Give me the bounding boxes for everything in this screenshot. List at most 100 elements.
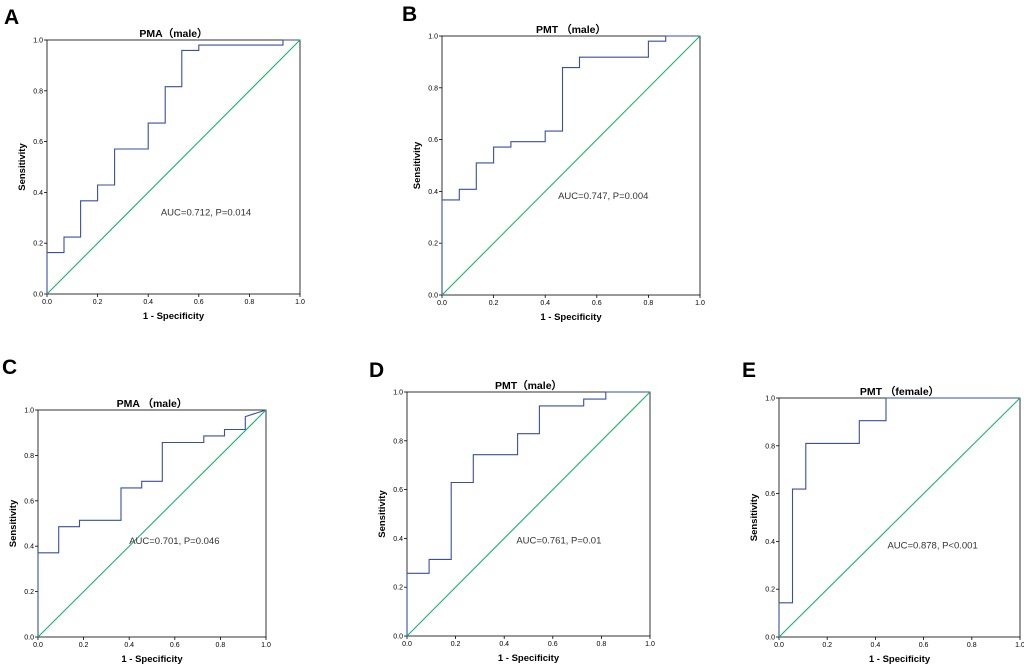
y-tick-label: 0.2 (393, 585, 403, 592)
y-axis-label: Sensitivity (8, 499, 19, 547)
y-tick-label: 0.4 (765, 539, 775, 546)
x-tick-label: 0.4 (143, 299, 153, 306)
chart-title: PMT（male） (495, 379, 562, 392)
panel-letter: C (2, 356, 17, 379)
plot-frame (441, 35, 701, 296)
roc-curve (406, 391, 650, 636)
panel-letter: B (402, 3, 417, 26)
y-axis-label: Sensitivity (377, 490, 388, 538)
auc-annotation: AUC=0.761, P=0.01 (516, 535, 601, 546)
x-tick-label: 0.0 (402, 641, 412, 648)
y-tick-label: 0.8 (33, 88, 43, 95)
y-tick-label: 0.6 (33, 139, 43, 146)
y-tick-label: 0.2 (765, 587, 775, 594)
x-tick-label: 1.0 (1015, 642, 1024, 649)
y-tick-label: 0.2 (33, 241, 43, 248)
x-axis-label: 1 - Specificity (498, 653, 560, 664)
y-tick-label: 0.8 (428, 85, 438, 92)
x-tick-label: 0.2 (93, 299, 103, 306)
y-tick-label: 0.0 (33, 292, 43, 299)
reference-line (778, 397, 1021, 638)
auc-annotation: AUC=0.878, P<0.001 (887, 541, 977, 552)
y-tick-label: 1.0 (765, 396, 775, 403)
x-tick-label: 0.2 (451, 641, 461, 648)
x-tick-label: 0.6 (919, 642, 929, 649)
plot-frame (46, 39, 301, 295)
x-axis-label: 1 - Specificity (121, 654, 183, 665)
y-tick-label: 0.8 (393, 438, 403, 445)
x-axis-label: 1 - Specificity (869, 654, 931, 665)
y-tick-label: 0.0 (765, 635, 775, 642)
x-tick-label: 0.6 (194, 299, 204, 306)
roc-panel-d: D PMT（male） 0.00.0 0.2 0.2 0.4 0.4 0.6 0.6 0.8 0.8… (369, 359, 655, 664)
y-tick-label: 0.0 (393, 634, 403, 641)
y-tick-label: 0.6 (428, 137, 438, 144)
y-tick-label: 0.6 (765, 491, 775, 498)
y-tick-label: 0.4 (393, 536, 403, 543)
x-tick-label: 0.0 (774, 642, 784, 649)
auc-annotation: AUC=0.701, P=0.046 (129, 536, 219, 547)
x-tick-label: 0.8 (967, 642, 977, 649)
y-tick-label: 1.0 (428, 34, 438, 41)
roc-panel-a: A PMA（male） 0.00.0 0.2 0.2 0.4 0.4 0.6 0.6 0.8 0.8… (4, 6, 305, 322)
x-tick-label: 0.4 (871, 642, 881, 649)
roc-curve (441, 35, 700, 295)
x-tick-label: 0.6 (170, 642, 180, 649)
plot-frame (37, 409, 267, 638)
x-tick-label: 0.2 (489, 300, 499, 307)
y-tick-label: 0.2 (24, 589, 34, 596)
chart-title: PMA （male） (117, 397, 188, 410)
reference-line (441, 35, 701, 296)
x-tick-label: 1.0 (645, 641, 655, 648)
plot-frame (406, 391, 651, 637)
y-axis-label: Sensitivity (749, 493, 760, 541)
y-tick-label: 0.8 (765, 443, 775, 450)
x-tick-label: 0.0 (437, 300, 447, 307)
x-tick-label: 0.0 (33, 642, 43, 649)
x-tick-label: 0.4 (540, 300, 550, 307)
roc-panel-e: E PMT （female） 0.00.0 0.2 0.2 0.4 0.4 0.6 0.6 0.8… (742, 359, 1024, 665)
x-tick-label: 1.0 (695, 300, 705, 307)
y-tick-label: 0.0 (24, 635, 34, 642)
y-tick-label: 0.4 (33, 190, 43, 197)
roc-panel-b: B PMT （male） 0.00.0 0.2 0.2 0.4 0.4 0.6 0.6 0.8 0.… (402, 3, 705, 323)
x-tick-label: 0.4 (124, 642, 134, 649)
roc-curve (778, 397, 1020, 637)
panel-letter: D (369, 359, 384, 382)
y-tick-label: 0.4 (24, 544, 34, 551)
auc-annotation: AUC=0.712, P=0.014 (161, 207, 251, 218)
y-tick-label: 0.6 (24, 498, 34, 505)
x-tick-label: 0.4 (499, 641, 509, 648)
roc-panel-c: C PMA （male） 0.00.0 0.2 0.2 0.4 0.4 0.6 0.6 0.8 0.… (2, 356, 271, 665)
x-axis-label: 1 - Specificity (143, 311, 205, 322)
roc-curve (37, 409, 267, 637)
reference-line (46, 39, 301, 295)
y-tick-label: 0.8 (24, 453, 34, 460)
y-axis-label: Sensitivity (17, 143, 28, 191)
x-tick-label: 0.8 (644, 300, 654, 307)
roc-curve (46, 39, 300, 294)
x-tick-label: 0.2 (79, 642, 89, 649)
chart-title: PMT （male） (536, 23, 606, 36)
x-axis-label: 1 - Specificity (540, 312, 602, 323)
chart-title: PMT （female） (860, 385, 939, 398)
chart-title: PMA（male） (139, 27, 207, 40)
x-tick-label: 0.8 (216, 642, 226, 649)
x-tick-label: 0.8 (597, 641, 607, 648)
panel-letter: A (4, 6, 19, 29)
y-tick-label: 1.0 (33, 38, 43, 45)
panel-letter: E (742, 359, 756, 382)
y-tick-label: 0.2 (428, 241, 438, 248)
auc-annotation: AUC=0.747, P=0.004 (558, 191, 648, 202)
reference-line (406, 391, 651, 637)
y-tick-label: 0.6 (393, 487, 403, 494)
x-tick-label: 1.0 (295, 299, 305, 306)
x-tick-label: 0.8 (245, 299, 255, 306)
y-axis-label: Sensitivity (412, 141, 423, 189)
x-tick-label: 0.0 (42, 299, 52, 306)
x-tick-label: 0.2 (822, 642, 832, 649)
x-tick-label: 1.0 (261, 642, 271, 649)
y-tick-label: 1.0 (24, 408, 34, 415)
y-tick-label: 1.0 (393, 390, 403, 397)
